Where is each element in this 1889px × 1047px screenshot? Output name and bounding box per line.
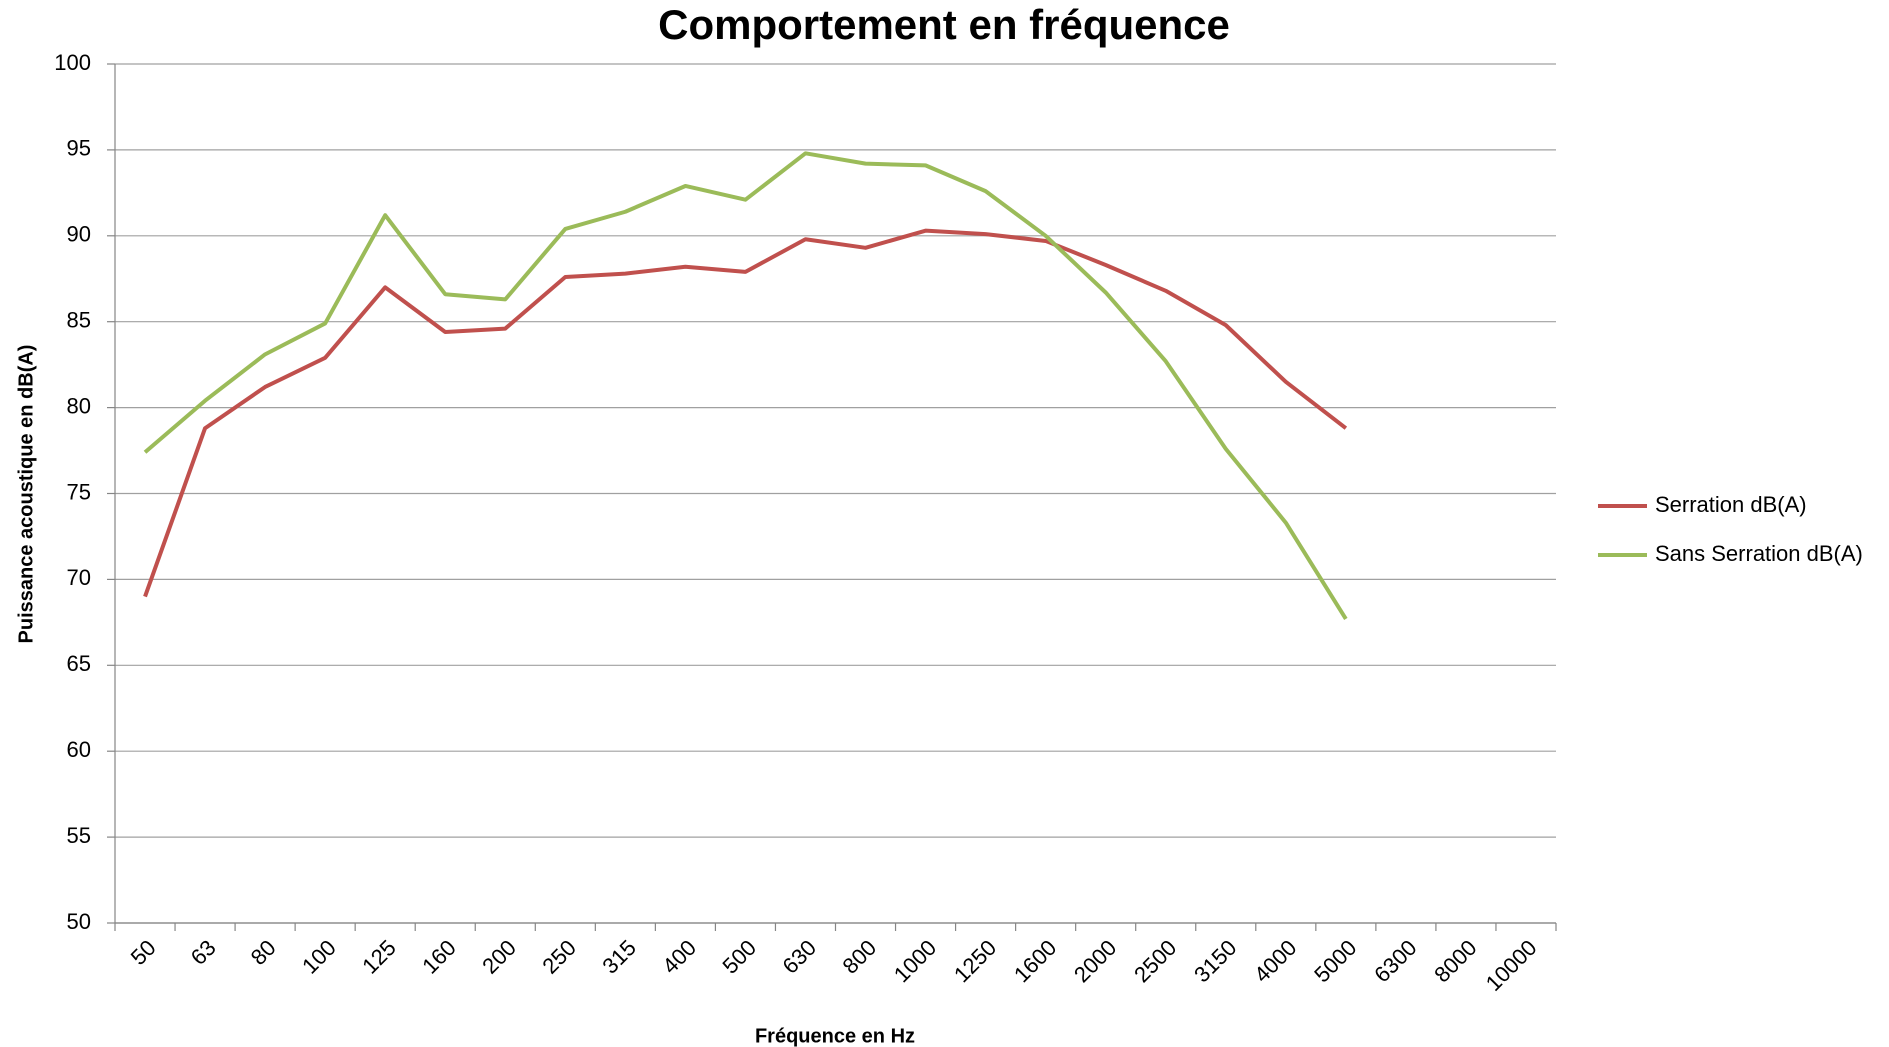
x-tick-label: 315 <box>597 935 641 979</box>
x-tick-label: 80 <box>246 935 281 970</box>
y-axis-label: Puissance acoustique en dB(A) <box>15 345 37 644</box>
y-tick-label: 80 <box>67 393 91 418</box>
data-line <box>143 228 1348 598</box>
x-tick-label: 10000 <box>1481 935 1542 996</box>
y-tick-label: 70 <box>67 565 91 590</box>
y-tick-label: 60 <box>67 737 91 762</box>
x-tick-label: 400 <box>657 935 701 979</box>
x-axis-label: Fréquence en Hz <box>755 1025 915 1047</box>
x-tick-label: 5000 <box>1309 935 1361 987</box>
x-tick-label: 3150 <box>1189 935 1241 987</box>
x-tick-label: 2000 <box>1069 935 1121 987</box>
y-tick-label: 95 <box>67 136 91 161</box>
x-tick-label: 63 <box>186 935 221 970</box>
legend-label: Sans Serration dB(A) <box>1655 541 1863 566</box>
x-tick-label: 2500 <box>1129 935 1181 987</box>
y-tick-label: 55 <box>67 823 91 848</box>
y-tick-label: 85 <box>67 308 91 333</box>
x-tick-label: 1250 <box>949 935 1001 987</box>
x-tick-label: 4000 <box>1249 935 1301 987</box>
x-tick-label: 200 <box>477 935 521 979</box>
x-tick-label: 1600 <box>1009 935 1061 987</box>
x-tick-label: 160 <box>417 935 461 979</box>
x-tick-label: 630 <box>777 935 821 979</box>
x-tick-label: 800 <box>838 935 882 979</box>
x-tick-label: 500 <box>717 935 761 979</box>
y-tick-label: 75 <box>67 479 91 504</box>
x-tick-label: 100 <box>297 935 341 979</box>
x-tick-label: 250 <box>537 935 581 979</box>
chart-title: Comportement en fréquence <box>658 1 1230 48</box>
x-tick-label: 6300 <box>1369 935 1421 987</box>
data-line <box>143 151 1348 620</box>
x-tick-label: 1000 <box>889 935 941 987</box>
x-tick-label: 125 <box>357 935 401 979</box>
legend-label: Serration dB(A) <box>1655 492 1807 517</box>
y-tick-label: 100 <box>54 50 91 75</box>
x-tick-label: 8000 <box>1429 935 1481 987</box>
x-tick-label: 50 <box>126 935 161 970</box>
y-tick-label: 65 <box>67 651 91 676</box>
y-tick-label: 90 <box>67 222 91 247</box>
y-tick-label: 50 <box>67 909 91 934</box>
